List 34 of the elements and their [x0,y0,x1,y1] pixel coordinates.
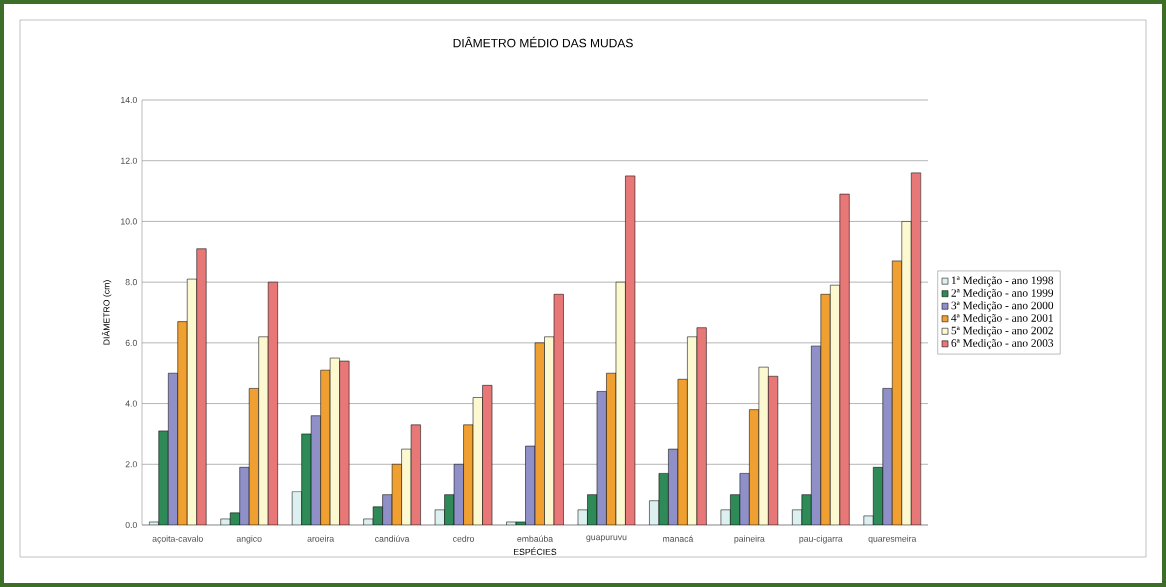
x-tick-label: embaúba [517,535,554,542]
legend-label: 5ª Medição - ano 2002 [951,326,1053,337]
y-axis-title: DIÂMETRO (cm) [101,280,112,345]
y-tick-label: 2.0 [125,461,137,468]
y-tick-label: 4.0 [125,400,137,407]
y-tick-label: 0.0 [125,521,137,529]
bar [839,193,850,525]
y-tick-label: 6.0 [125,339,137,346]
x-tick-label: paineira [734,535,765,544]
y-tick-label: 10.0 [121,218,137,225]
x-tick-label: angico [236,535,262,544]
bar [177,321,188,525]
legend-label: 1ª Medição - ano 1998 [951,276,1054,287]
legend-label: 6ª Medição - ano 2003 [951,338,1054,350]
x-tick-label: manacá [663,535,694,542]
y-tick-label: 14.0 [121,96,137,104]
y-tick-label: 12.0 [121,157,137,164]
legend-label: 2ª Medição - ano 1999 [951,288,1054,300]
x-tick-label: aroeira [307,535,335,542]
bar [820,294,831,525]
x-tick-label: cedro [453,535,475,542]
legend-label: 3ª Medição - ano 2000 [951,301,1054,312]
x-tick-label: açoita-cavalo [152,535,203,544]
bar [258,336,269,525]
x-tick-label: pau-cigarra [799,535,843,544]
x-axis-title: ESPÉCIES [514,547,557,555]
x-tick-label: candiúva [375,535,410,542]
bar [901,221,912,525]
chart-title: DIÂMETRO MÉDIO DAS MUDAS [453,36,633,48]
bar [196,248,207,525]
legend-label: 4ª Medição - ano 2001 [951,313,1053,325]
x-tick-label: quaresmeira [868,535,917,544]
x-tick-label: guapuruvu [586,535,627,542]
y-tick-label: 8.0 [125,279,137,286]
